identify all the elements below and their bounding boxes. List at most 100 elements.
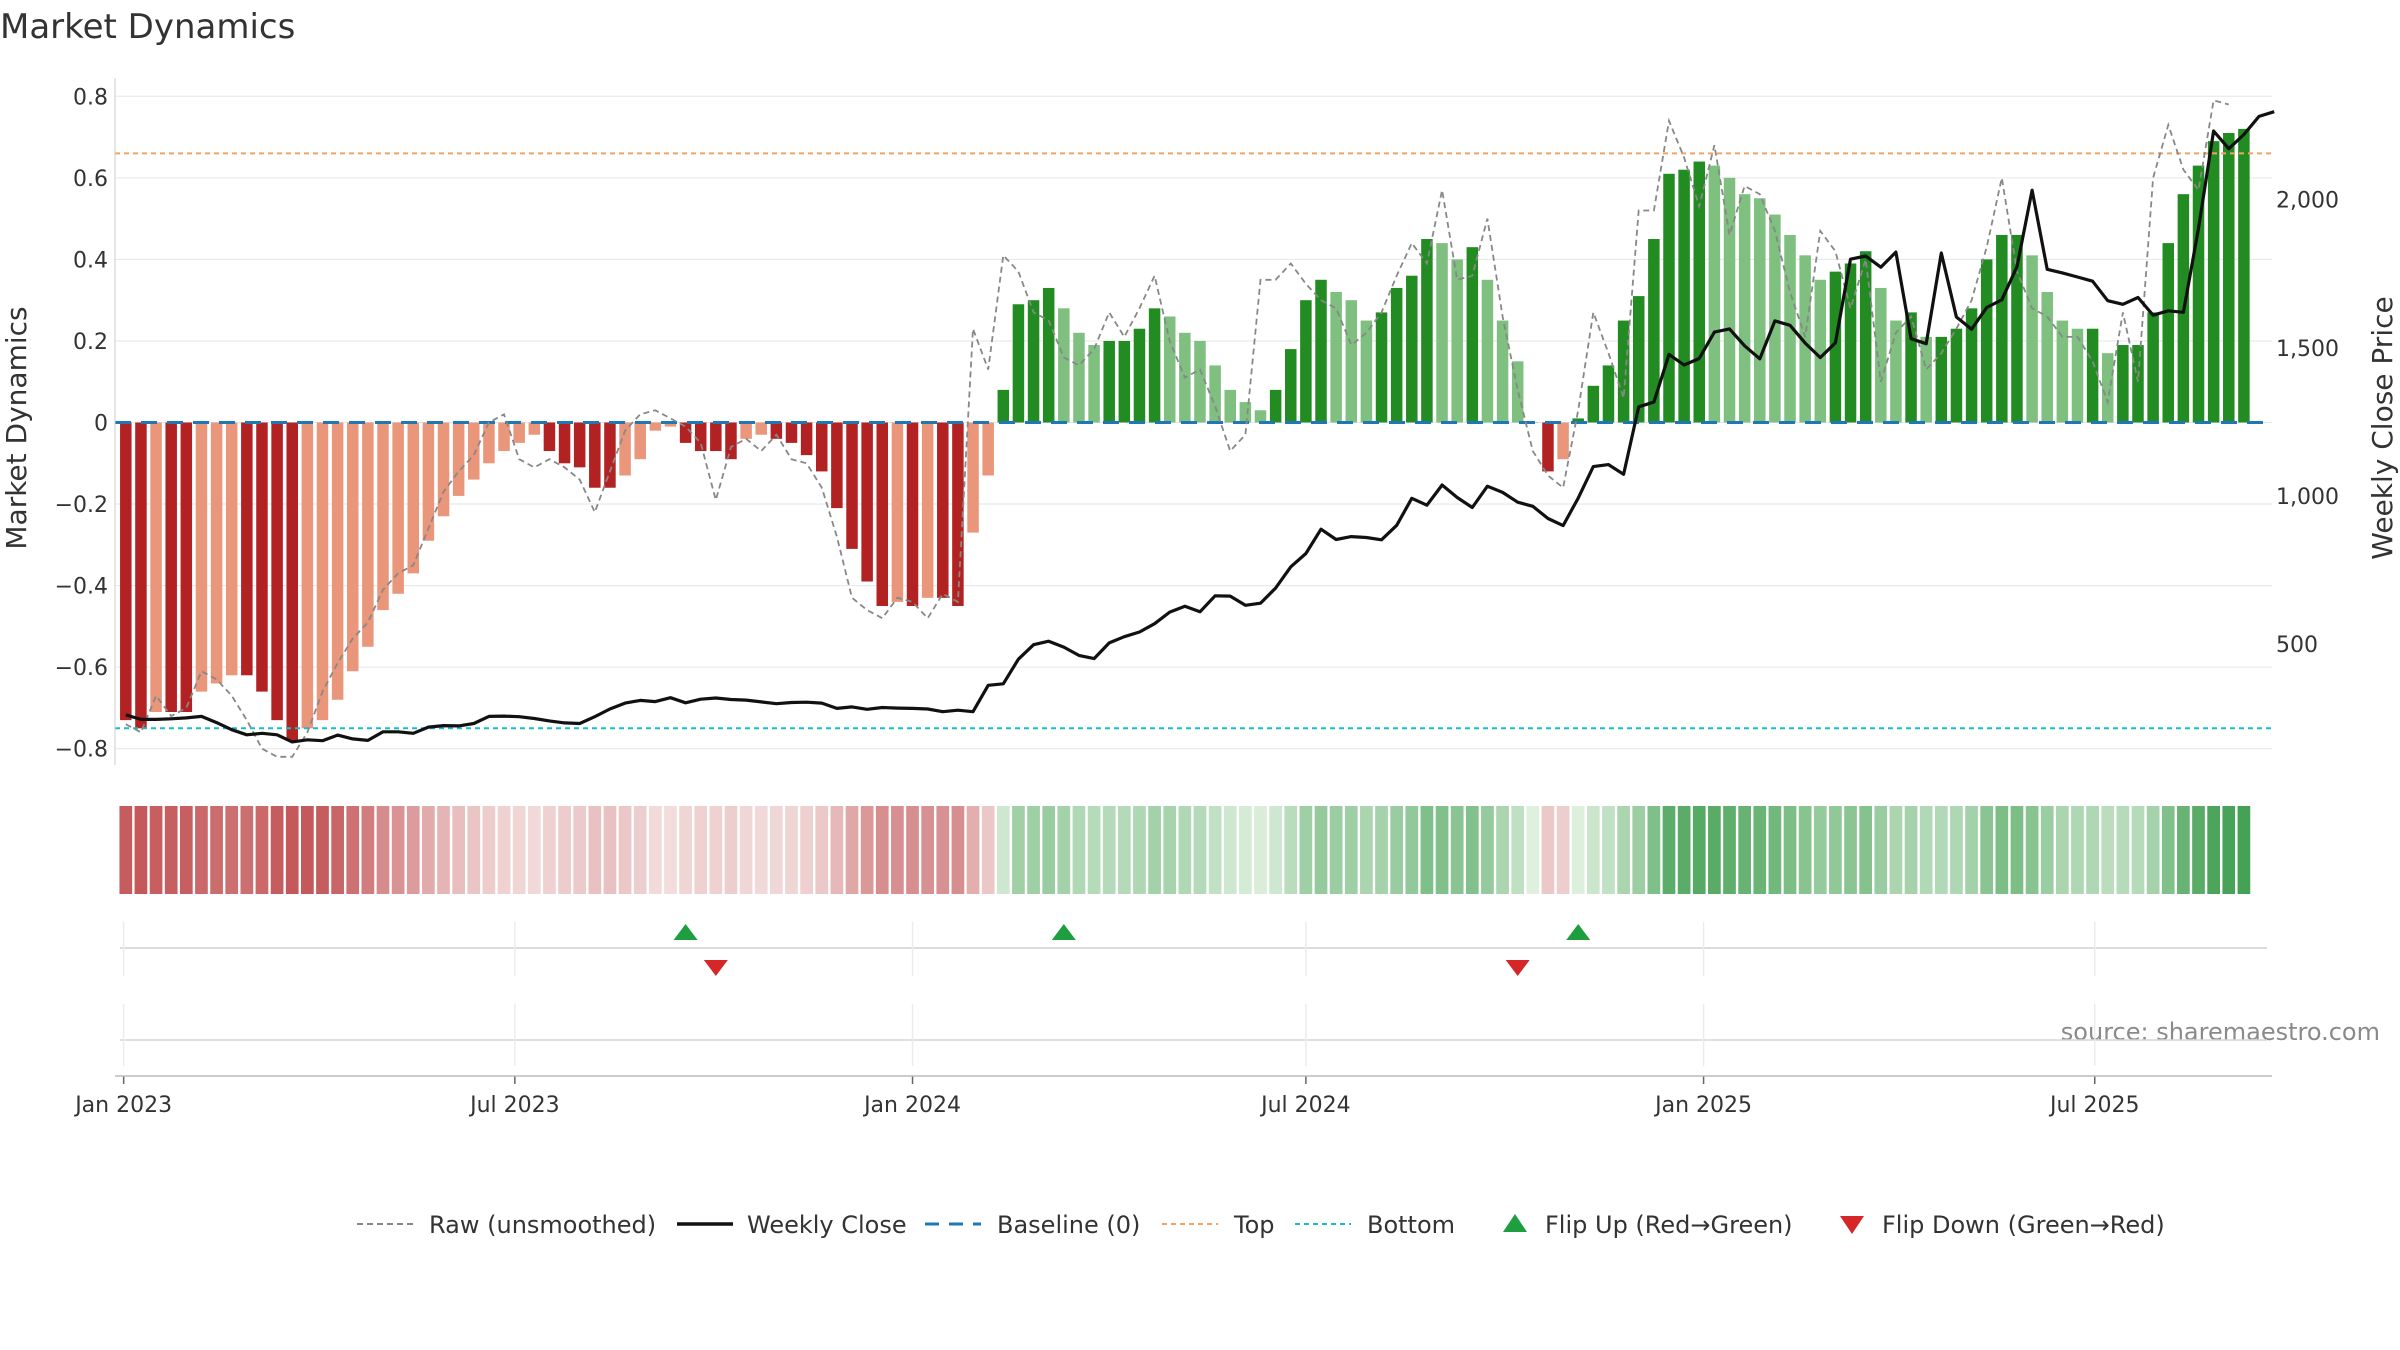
heat-cell-47 (830, 806, 844, 894)
bar-138 (2207, 141, 2220, 423)
heat-cell-8 (240, 806, 254, 894)
bar-27 (528, 422, 541, 435)
bar-39 (710, 422, 722, 452)
heat-cell-116 (1874, 806, 1888, 894)
heat-cell-20 (422, 806, 435, 894)
bar-45 (800, 422, 813, 456)
bar-87 (1436, 243, 1448, 423)
bar-140 (2238, 128, 2250, 423)
bar-56 (967, 422, 979, 533)
bar-86 (1421, 239, 1433, 423)
bar-29 (558, 422, 571, 464)
bar-71 (1194, 340, 1206, 423)
heat-cell-129 (2071, 806, 2084, 894)
heat-cell-55 (951, 806, 965, 894)
heat-cell-134 (2146, 806, 2160, 894)
bar-103 (1678, 169, 1690, 423)
heat-cell-12 (301, 806, 314, 894)
x-tick-label: Jan 2024 (862, 1093, 961, 1118)
bar-130 (2086, 328, 2099, 423)
heat-cell-34 (633, 806, 647, 894)
bar-68 (1148, 308, 1161, 423)
heat-cell-33 (618, 806, 632, 894)
y-left-tick-label: −0.8 (55, 738, 108, 763)
bar-81 (1345, 300, 1358, 423)
bar-37 (679, 422, 692, 443)
heat-cell-114 (1844, 806, 1857, 894)
heat-cell-42 (754, 806, 768, 894)
bar-21 (437, 422, 450, 517)
heat-cell-89 (1465, 806, 1479, 894)
bar-24 (483, 422, 495, 464)
y-left-tick-label: 0.2 (73, 330, 108, 355)
bar-113 (1829, 271, 1842, 423)
heat-cell-21 (437, 806, 450, 894)
bar-72 (1209, 365, 1221, 423)
bar-120 (1935, 336, 1948, 423)
bar-98 (1602, 365, 1615, 423)
bar-3 (165, 422, 177, 712)
bar-115 (1859, 251, 1872, 423)
bar-58 (997, 389, 1010, 423)
heat-cell-93 (1526, 806, 1540, 894)
bar-85 (1406, 275, 1418, 423)
bar-100 (1632, 296, 1645, 423)
bar-82 (1360, 320, 1373, 423)
heat-cell-135 (2161, 806, 2175, 894)
heat-cell-56 (966, 806, 980, 894)
heat-cell-137 (2192, 806, 2205, 894)
y-axis-right-title: Weekly Close Price (2366, 296, 2399, 559)
heat-cell-118 (1904, 806, 1918, 894)
heat-cell-40 (724, 806, 738, 894)
heat-cell-108 (1753, 806, 1767, 894)
heat-cell-69 (1163, 806, 1177, 894)
heat-cell-9 (255, 806, 269, 894)
heat-cell-74 (1239, 806, 1252, 894)
bar-124 (1996, 234, 2008, 423)
heat-cell-132 (2116, 806, 2130, 894)
heat-cell-52 (906, 806, 919, 894)
bar-127 (2041, 292, 2053, 423)
heat-cell-111 (1798, 806, 1812, 894)
heat-cell-7 (225, 806, 239, 894)
heat-cell-86 (1420, 806, 1434, 894)
x-tick-label: Jul 2024 (1259, 1093, 1351, 1118)
heat-cell-125 (2010, 806, 2024, 894)
bar-92 (1511, 361, 1524, 423)
heat-cell-109 (1768, 806, 1782, 894)
heat-cell-66 (1117, 806, 1131, 894)
bar-135 (2162, 243, 2175, 423)
heat-strip (119, 806, 2251, 894)
bar-102 (1663, 173, 1675, 423)
heat-cell-128 (2055, 806, 2069, 894)
heat-cell-15 (346, 806, 360, 894)
bar-129 (2071, 328, 2084, 423)
heat-cell-79 (1314, 806, 1328, 894)
bar-134 (2147, 312, 2159, 423)
bar-104 (1693, 161, 1705, 423)
bar-22 (452, 422, 465, 496)
heat-cell-5 (195, 806, 208, 894)
bar-90 (1481, 279, 1494, 423)
bar-76 (1269, 389, 1282, 423)
heat-cell-101 (1647, 806, 1661, 894)
bar-49 (861, 422, 873, 582)
source-note: source: sharemaestro.com (2061, 1018, 2380, 1046)
bar-137 (2192, 165, 2205, 423)
bar-43 (770, 422, 783, 439)
heat-cell-75 (1254, 806, 1267, 894)
heat-cell-76 (1269, 806, 1282, 894)
bar-1 (135, 422, 147, 729)
bar-95 (1557, 422, 1569, 460)
y-right-tick-label: 1,500 (2276, 337, 2339, 362)
heat-cell-65 (1102, 806, 1116, 894)
bar-61 (1042, 287, 1055, 423)
bar-48 (846, 422, 858, 549)
heat-cell-110 (1783, 806, 1797, 894)
bar-99 (1617, 320, 1630, 423)
x-tick-label: Jul 2025 (2048, 1093, 2140, 1118)
lower-panel: Jan 2023 Jul 2023 Jan 2024 Jul 2024 Jan 2025… (73, 1004, 2272, 1118)
bar-4 (180, 422, 193, 712)
